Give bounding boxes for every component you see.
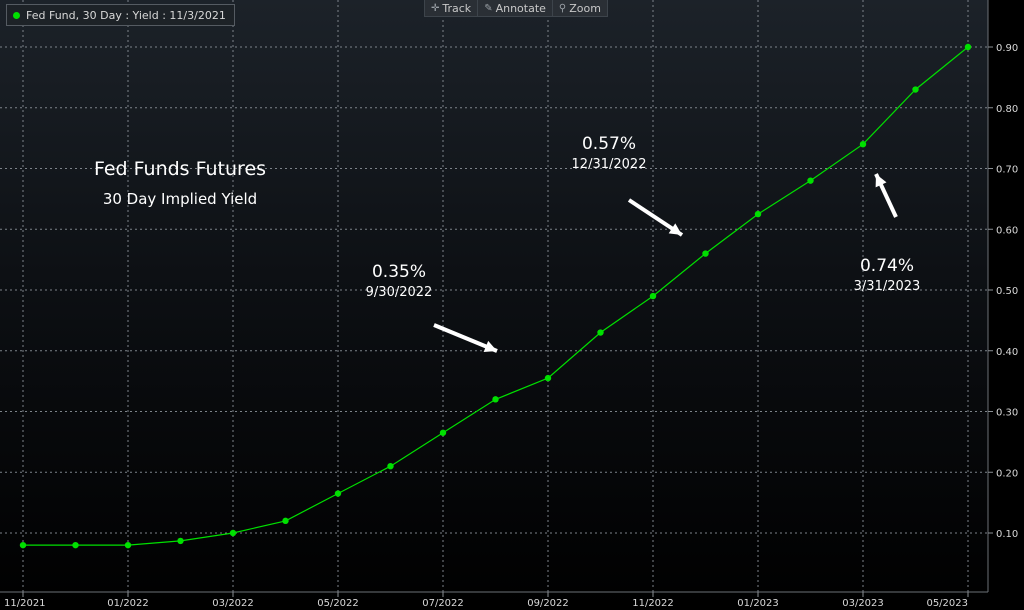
arrow-icon-head <box>483 340 497 352</box>
data-point[interactable] <box>807 177 814 184</box>
data-point[interactable] <box>544 374 552 382</box>
data-point[interactable] <box>282 517 289 525</box>
callout-dec-2022: 0.57% 12/31/2022 <box>549 134 669 172</box>
data-point[interactable] <box>702 250 709 257</box>
y-tick-label: 0.30 <box>996 408 1018 419</box>
data-point[interactable] <box>177 537 184 545</box>
track-button[interactable]: ✛ Track <box>425 0 479 16</box>
data-point[interactable] <box>859 141 867 148</box>
arrow-icon-head <box>668 223 682 235</box>
callout-value: 0.74% <box>859 256 914 276</box>
y-tick-label: 0.20 <box>996 468 1018 479</box>
callout-mar-2023: 0.74% 3/31/2023 <box>827 256 947 294</box>
legend-label: Fed Fund, 30 Day : Yield : 11/3/2021 <box>26 8 226 22</box>
callout-date: 3/31/2023 <box>853 279 921 294</box>
arrow-icon <box>433 323 498 353</box>
x-tick-label: 05/2023 <box>926 598 968 609</box>
data-point[interactable] <box>754 210 762 218</box>
data-point[interactable] <box>387 462 394 470</box>
y-axis-panel <box>988 0 1024 610</box>
x-tick-label: 03/2023 <box>842 598 884 609</box>
data-point[interactable] <box>72 541 79 549</box>
y-tick-label: 0.10 <box>996 529 1018 540</box>
series-line <box>23 46 969 546</box>
annotation-subtitle: 30 Day Implied Yield <box>102 190 258 208</box>
chart-toolbar: ✛ Track ✎ Annotate ⚲ Zoom <box>424 0 608 17</box>
x-tick-label: 01/2022 <box>107 598 149 609</box>
y-tick-label: 0.70 <box>996 165 1018 176</box>
legend-dot-icon <box>13 11 20 19</box>
data-point[interactable] <box>964 43 972 51</box>
x-tick-label: 01/2023 <box>737 598 779 609</box>
magnifier-icon: ⚲ <box>558 2 567 14</box>
track-label: Track <box>442 1 472 15</box>
x-tick-label: 05/2022 <box>317 598 359 609</box>
zoom-label: Zoom <box>569 1 601 15</box>
callout-value: 0.35% <box>371 262 426 282</box>
y-tick-label: 0.50 <box>996 286 1018 297</box>
data-point[interactable] <box>19 541 27 549</box>
callout-date: 9/30/2022 <box>365 285 433 300</box>
data-point[interactable] <box>439 429 447 436</box>
data-point[interactable] <box>124 541 132 549</box>
data-point[interactable] <box>912 86 919 93</box>
data-point[interactable] <box>334 490 342 497</box>
y-tick-label: 0.40 <box>996 347 1018 358</box>
annotate-label: Annotate <box>495 1 546 15</box>
zoom-button[interactable]: ⚲ Zoom <box>553 0 607 16</box>
arrow-icon <box>627 198 684 237</box>
callout-sep-2022: 0.35% 9/30/2022 <box>339 262 459 300</box>
x-tick-label: 03/2022 <box>212 598 254 609</box>
pencil-icon: ✎ <box>484 2 493 14</box>
x-tick-label: 09/2022 <box>527 598 569 609</box>
y-tick-label: 0.80 <box>996 104 1018 115</box>
annotation-title: Fed Funds Futures <box>93 158 267 180</box>
data-point[interactable] <box>649 292 657 300</box>
y-tick-label: 0.60 <box>996 225 1018 236</box>
x-tick-label: 11/2021 <box>4 598 46 609</box>
crosshair-icon: ✛ <box>431 2 440 14</box>
y-tick-label: 0.90 <box>996 43 1018 54</box>
arrow-icon <box>874 173 898 218</box>
data-point[interactable] <box>229 529 237 537</box>
x-tick-label: 07/2022 <box>422 598 464 609</box>
data-point[interactable] <box>492 396 499 403</box>
annotate-button[interactable]: ✎ Annotate <box>478 0 553 16</box>
arrow-icon-head <box>875 174 887 188</box>
callout-date: 12/31/2022 <box>571 157 647 172</box>
data-point[interactable] <box>597 329 604 336</box>
callout-value: 0.57% <box>581 134 636 154</box>
x-tick-label: 11/2022 <box>632 598 674 609</box>
legend[interactable]: Fed Fund, 30 Day : Yield : 11/3/2021 <box>6 4 235 26</box>
